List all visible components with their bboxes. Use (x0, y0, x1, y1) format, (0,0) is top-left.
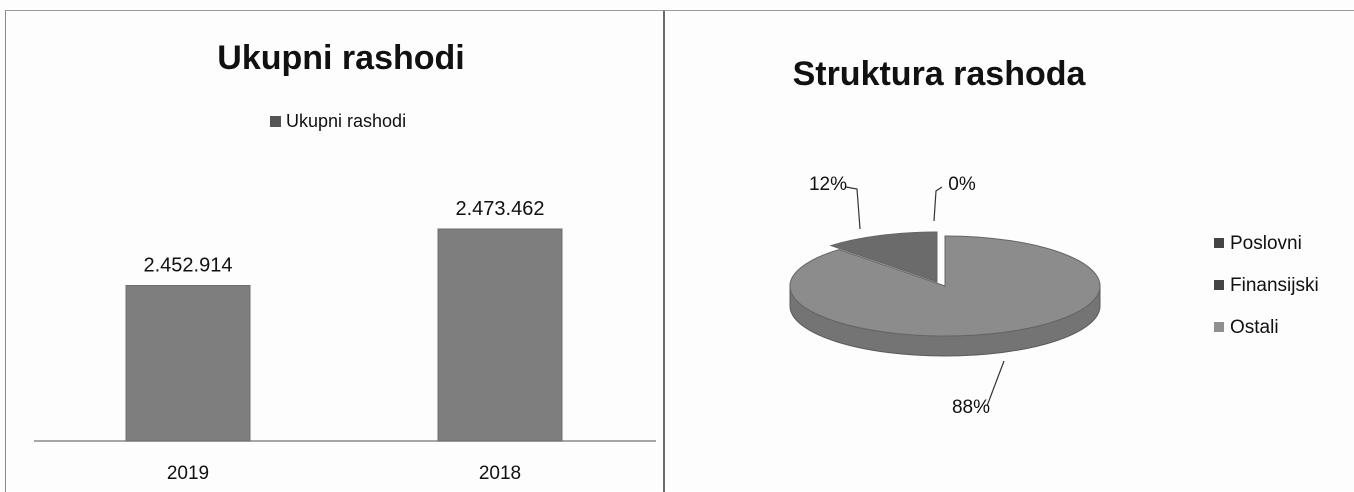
bar-legend-swatch (270, 116, 281, 127)
pie-legend-swatch-Ostali (1214, 322, 1224, 332)
pie-leader-line-Poslovni (986, 360, 1005, 407)
pie-chart-panel: Struktura rashoda 88% 12% 0% Poslovni Finan… (664, 10, 1354, 492)
bar-marks: 2.452.914 2019 2.473.462 2018 (125, 198, 563, 484)
bar-chart-title: Ukupni rashodi (217, 39, 464, 77)
pie-slice-Finansijski (829, 231, 938, 283)
pie-legend-label-Ostali: Ostali (1230, 317, 1279, 338)
pie-legend-swatch-Finansijski (1214, 280, 1224, 290)
x-tick-label-2019: 2019 (167, 463, 209, 484)
pie-data-label-Ostali: 0% (948, 174, 976, 195)
pie-legend-label-Poslovni: Poslovni (1230, 233, 1302, 254)
pie-legend: Poslovni Finansijski Ostali (1214, 233, 1319, 338)
bar-chart-panel: Ukupni rashodi Ukupni rashodi 2.452.914 2… (5, 10, 665, 492)
bar-2018 (437, 228, 563, 442)
x-tick-label-2018: 2018 (479, 463, 521, 484)
pie-legend-swatch-Poslovni (1214, 238, 1224, 248)
pie-leader-line-Finansijski (845, 186, 861, 230)
pie-chart-title: Struktura rashoda (793, 55, 1087, 93)
bar-2019 (125, 284, 251, 442)
pie-data-label-Finansijski: 12% (809, 174, 847, 195)
pie-legend-label-Finansijski: Finansijski (1230, 275, 1319, 296)
pie-chart: Struktura rashoda 88% 12% 0% Poslovni Finan… (789, 55, 1319, 418)
pie-leader-line-Ostali (933, 186, 943, 222)
pie-data-label-Poslovni: 88% (952, 397, 990, 418)
bar-data-label-2018: 2.473.462 (456, 198, 545, 220)
bar-data-label-2019: 2.452.914 (144, 254, 233, 276)
bar-legend: Ukupni rashodi (270, 111, 406, 131)
bar-chart: Ukupni rashodi Ukupni rashodi 2.452.9142… (34, 39, 656, 484)
bar-legend-label: Ukupni rashodi (286, 111, 406, 131)
pie-marks: 88% 12% 0% (789, 174, 1101, 418)
